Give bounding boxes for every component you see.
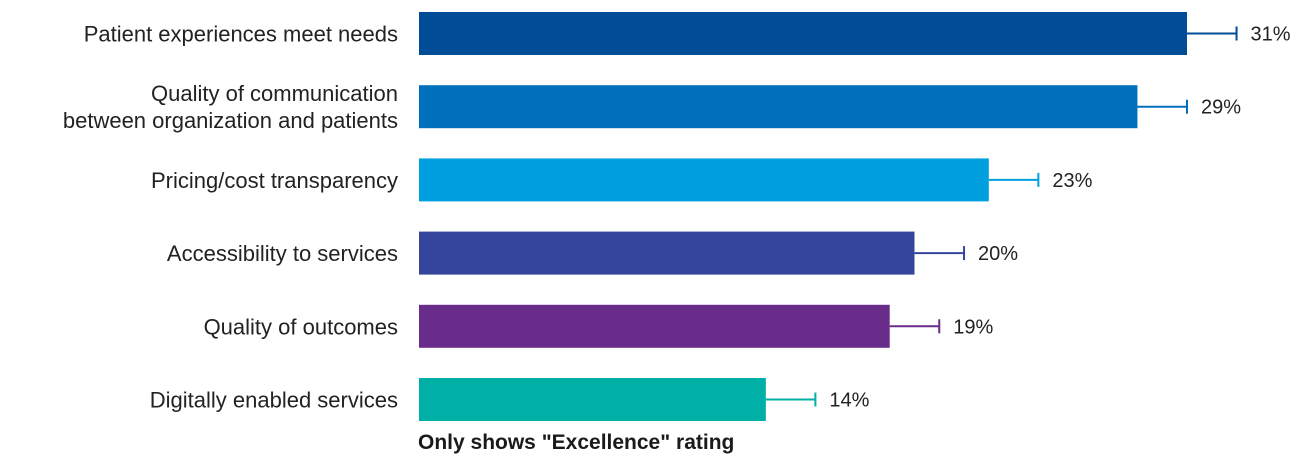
error-bars: [765, 26, 1238, 407]
category-label-2: Pricing/cost transparency: [151, 168, 398, 193]
bar-2: [419, 158, 989, 202]
bar-4: [419, 304, 890, 348]
value-label-4: 19%: [953, 316, 993, 338]
chart-footnote: Only shows "Excellence" rating: [418, 431, 734, 454]
value-label-1: 29%: [1201, 97, 1241, 119]
value-label-2: 23%: [1052, 170, 1092, 192]
category-label-1: Quality of communication between organiza…: [63, 81, 398, 133]
bar-0: [419, 12, 1187, 55]
bars: [419, 12, 1187, 421]
value-label-5: 14%: [829, 390, 869, 412]
category-labels: Patient experiences meet needs Quality of…: [63, 22, 398, 413]
category-label-3: Accessibility to services: [167, 241, 398, 266]
bar-1: [419, 85, 1138, 129]
category-label-4: Quality of outcomes: [204, 314, 398, 339]
bar-5: [419, 378, 766, 421]
value-label-3: 20%: [978, 243, 1018, 265]
category-label-5: Digitally enabled services: [150, 388, 398, 413]
value-label-0: 31%: [1251, 24, 1291, 46]
category-label-0: Patient experiences meet needs: [84, 22, 398, 47]
bar-3: [419, 231, 915, 275]
value-labels: 31% 29% 23% 20% 19% 14%: [829, 24, 1290, 412]
